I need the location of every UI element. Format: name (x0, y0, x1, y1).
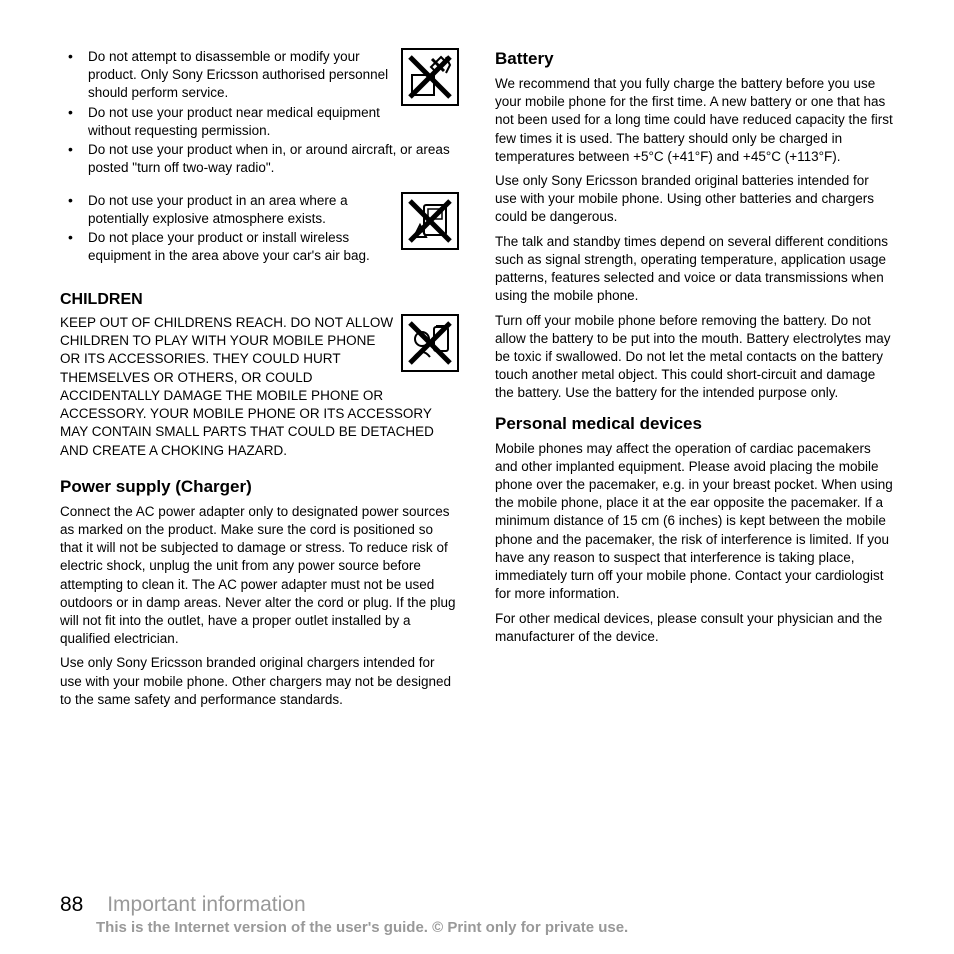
right-column: Battery We recommend that you fully char… (495, 48, 894, 715)
keep-from-children-icon (401, 314, 459, 372)
left-column: Do not attempt to disassemble or modify … (60, 48, 459, 715)
battery-text-2: Use only Sony Ericsson branded original … (495, 172, 894, 227)
page-number: 88 (60, 893, 83, 916)
battery-text-1: We recommend that you fully charge the b… (495, 75, 894, 166)
medical-text-2: For other medical devices, please consul… (495, 610, 894, 646)
bullet-item: Do not attempt to disassemble or modify … (60, 48, 459, 103)
bullet-item: Do not use your product in an area where… (60, 192, 459, 228)
children-text: KEEP OUT OF CHILDRENS REACH. DO NOT ALLO… (60, 314, 459, 460)
page-footer: 88 Important information This is the Int… (60, 893, 894, 936)
power-text-2: Use only Sony Ericsson branded original … (60, 654, 459, 709)
medical-text-1: Mobile phones may affect the operation o… (495, 440, 894, 604)
warning-bullets-bottom: Do not use your product in an area where… (60, 192, 459, 266)
medical-heading: Personal medical devices (495, 413, 894, 436)
footer-section-name: Important information (107, 893, 305, 916)
bullet-item: Do not place your product or install wir… (60, 229, 459, 265)
bullet-item: Do not use your product when in, or arou… (60, 141, 459, 177)
bullet-item: Do not use your product near medical equ… (60, 104, 459, 140)
children-heading: CHILDREN (60, 289, 459, 311)
warning-bullets-top: Do not attempt to disassemble or modify … (60, 48, 459, 178)
footer-notice: This is the Internet version of the user… (96, 919, 894, 936)
power-text-1: Connect the AC power adapter only to des… (60, 503, 459, 649)
battery-text-3: The talk and standby times depend on sev… (495, 233, 894, 306)
battery-text-4: Turn off your mobile phone before removi… (495, 312, 894, 403)
power-heading: Power supply (Charger) (60, 476, 459, 499)
battery-heading: Battery (495, 48, 894, 71)
